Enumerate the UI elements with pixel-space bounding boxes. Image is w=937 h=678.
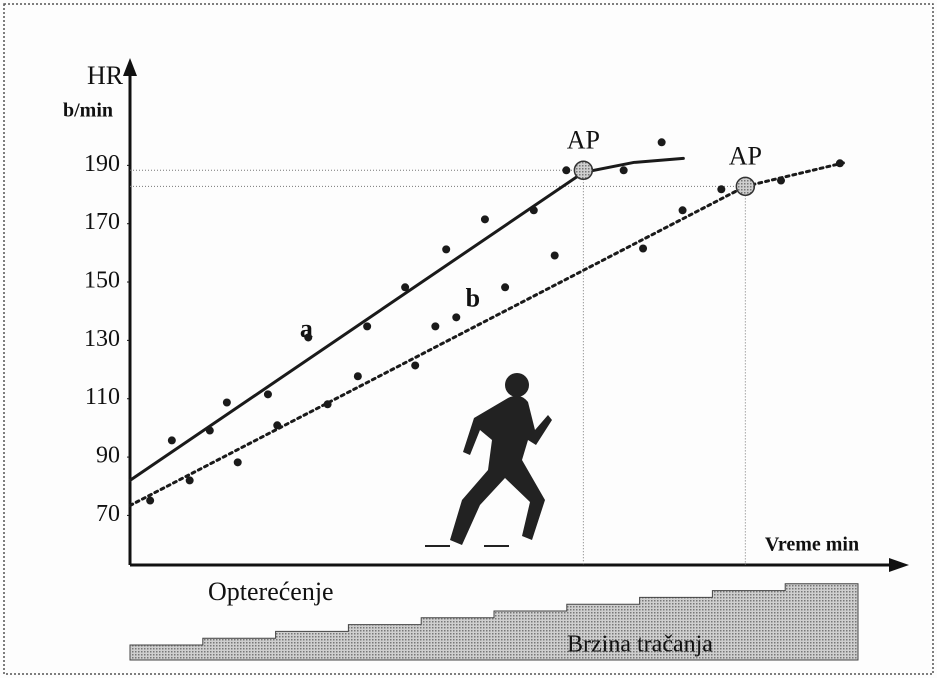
data-point (639, 244, 648, 253)
load-label: Opterećenje (208, 577, 334, 606)
data-point (411, 361, 420, 370)
data-point (835, 159, 844, 168)
data-point (501, 283, 510, 292)
data-point (353, 372, 362, 381)
data-point (717, 185, 726, 194)
frame (3, 3, 934, 675)
data-point (431, 322, 440, 331)
data-point (205, 426, 214, 435)
x-axis-arrow (889, 558, 909, 572)
series-label: b (466, 283, 480, 312)
ap-label: AP (729, 141, 762, 170)
data-point (363, 322, 372, 331)
series-line (128, 156, 685, 482)
data-point (452, 313, 461, 322)
y-tick-label: 90 (96, 443, 120, 469)
data-point (777, 176, 785, 185)
speed-label: Brzina tračanja (567, 632, 713, 658)
y-tick-label: 130 (84, 326, 120, 352)
data-point (529, 206, 538, 215)
y-axis-label: HR (87, 61, 124, 90)
data-point (263, 390, 272, 399)
data-point (657, 138, 666, 147)
data-point (442, 245, 451, 254)
y-axis-unit: b/min (63, 100, 113, 122)
data-point (146, 496, 155, 505)
data-point (323, 400, 332, 409)
data-point (222, 398, 231, 407)
series-line (128, 160, 847, 507)
data-point (678, 206, 687, 215)
y-axis-arrow (123, 58, 137, 76)
data-point (185, 476, 194, 485)
data-point (619, 166, 628, 175)
data-point (233, 458, 242, 467)
y-tick-label: 150 (84, 268, 120, 294)
data-point (401, 283, 410, 292)
data-point (304, 333, 313, 342)
ap-marker (573, 160, 594, 181)
data-point (480, 215, 489, 224)
y-tick-label: 190 (84, 151, 120, 177)
x-axis-label: Vreme min (765, 534, 859, 556)
ap-marker (735, 176, 756, 197)
data-point (273, 421, 282, 430)
data-point (167, 436, 176, 445)
y-tick-label: 70 (96, 501, 120, 527)
runner (425, 373, 552, 547)
y-tick-label: 110 (85, 384, 120, 410)
data-point (550, 251, 559, 260)
data-point (562, 166, 571, 175)
ap-label: AP (567, 125, 600, 154)
load-stairs (129, 583, 859, 661)
y-tick-label: 170 (84, 209, 120, 235)
